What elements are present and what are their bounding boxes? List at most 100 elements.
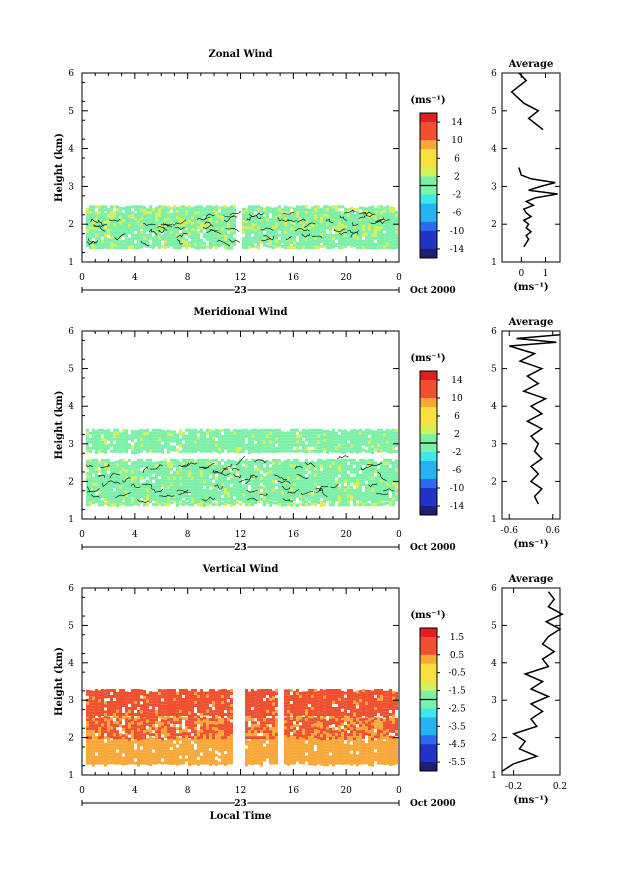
heatmap-cell [359,239,362,243]
heatmap-cell [140,443,143,447]
heatmap-cell [251,220,254,224]
heatmap-cell [173,497,176,501]
heatmap-cell [146,244,149,248]
heatmap-cell [92,461,95,465]
heatmap-cell [353,232,356,236]
heatmap-cell [248,226,251,230]
heatmap-cell [164,461,167,465]
heatmap-cell [161,429,164,433]
heatmap-cell [212,442,215,446]
panel-title: Zonal Wind [208,49,272,60]
heatmap-cell [347,225,350,229]
heatmap-cell [359,464,362,468]
heatmap-cell [194,428,197,432]
heatmap-cell [182,746,185,750]
heatmap-cell [128,743,131,747]
heatmap-cell [296,434,299,438]
heatmap-cell [140,755,143,759]
heatmap-cell [161,475,164,479]
heatmap-cell [362,239,365,243]
heatmap-cell [293,232,296,236]
heatmap-cell [218,463,221,467]
heatmap-cell [194,459,197,463]
heatmap-cell [197,467,200,471]
heatmap-cell [239,432,242,436]
heatmap-cell [371,500,374,504]
heatmap-cell [92,226,95,230]
heatmap-cell [95,239,98,243]
heatmap-cell [164,234,167,238]
heatmap-cell [209,480,212,484]
heatmap-cell [137,239,140,243]
heatmap-cell [365,241,368,245]
contour-line [316,485,329,493]
heatmap-cell [215,227,218,231]
heatmap-cell [185,473,188,477]
heatmap-cell [194,465,197,469]
heatmap-cell [113,470,116,474]
heatmap-cell [365,483,368,487]
heatmap-cell [317,205,320,209]
heatmap-cell [302,464,305,468]
heatmap-cell [176,462,179,466]
heatmap-cell [134,467,137,471]
heatmap-cell [125,756,128,760]
heatmap-cell [245,473,248,477]
heatmap-cell [134,470,137,474]
heatmap-cell [125,490,128,494]
heatmap-cell [305,205,308,209]
colorbar-tick-label: -6 [453,209,462,219]
heatmap-cell [224,503,227,507]
heatmap-cell [191,473,194,477]
contour-line [149,464,163,470]
heatmap-cell [116,223,119,227]
heatmap-cell [395,431,398,435]
heatmap-cell [131,503,134,507]
heatmap-cell [176,459,179,463]
heatmap-cell [299,236,302,240]
heatmap-cell [131,233,134,237]
heatmap-cell [221,491,224,495]
heatmap-cell [170,461,173,465]
heatmap-cell [125,227,128,231]
heatmap-cell [281,234,284,238]
heatmap-cell [281,491,284,495]
heatmap-cell [209,492,212,496]
heatmap-cell [155,212,158,216]
heatmap-cell [113,234,116,238]
heatmap-cell [314,227,317,231]
heatmap-cell [197,439,200,443]
average-y-tick-label: 4 [491,145,497,155]
heatmap-cell [377,493,380,497]
heatmap-cell [158,742,161,746]
heatmap-cell [380,440,383,444]
heatmap-cell [146,464,149,468]
heatmap-cell [371,227,374,231]
heatmap-cell [146,485,149,489]
heatmap-cell [134,208,137,212]
heatmap-cell [116,437,119,441]
heatmap-cell [143,227,146,231]
heatmap-cell [137,757,140,761]
heatmap-cell [122,479,125,483]
heatmap-cell [224,479,227,483]
heatmap-cell [362,218,365,222]
heatmap-cell [242,222,245,226]
heatmap-cell [107,473,110,477]
heatmap-cell [257,476,260,480]
heatmap-cell [185,482,188,486]
heatmap-cell [323,469,326,473]
heatmap-cell [269,233,272,237]
heatmap-cell [101,485,104,489]
heatmap-cell [86,471,89,475]
heatmap-cell [164,485,167,489]
heatmap-cells [86,205,398,250]
heatmap-cell [389,458,392,462]
heatmap-cell [242,239,245,243]
heatmap-cell [260,464,263,468]
colorbar-tick-label: -2 [453,448,462,458]
heatmap-cell [149,449,152,453]
heatmap-cell [212,476,215,480]
heatmap-cell [143,233,146,237]
heatmap-cell [140,449,143,453]
